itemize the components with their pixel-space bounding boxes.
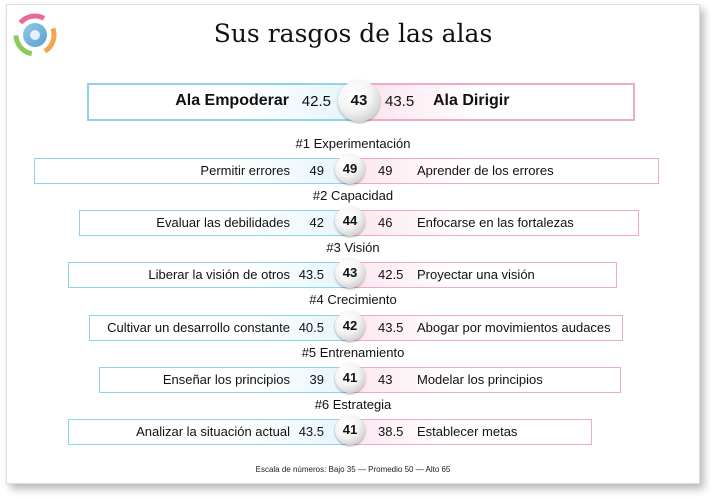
direct-wing-value: 43.5 — [385, 93, 415, 110]
overall-score-ball: 43 — [338, 80, 380, 122]
direct-bar — [350, 158, 659, 184]
trait-title: #2 Capacidad — [312, 188, 394, 203]
empower-bar — [68, 262, 350, 288]
empower-trait-value: 39 — [309, 372, 324, 387]
trait-score-ball: 42 — [335, 311, 365, 341]
direct-trait-value: 38.5 — [378, 424, 404, 439]
empower-trait-value: 43.5 — [298, 267, 324, 282]
trait-title: #3 Visión — [326, 240, 380, 255]
trait-title: #4 Crecimiento — [309, 292, 397, 307]
empower-wing-bar — [87, 83, 361, 121]
direct-wing-bar — [361, 83, 635, 121]
direct-bar — [350, 367, 621, 393]
direct-trait-label: Proyectar una visión — [417, 267, 535, 282]
direct-trait-label: Enfocarse en las fortalezas — [417, 215, 574, 230]
direct-wing-label: Ala Dirigir — [433, 92, 510, 109]
trait-row: Evaluar las debilidades 42 44 46 Enfocar… — [0, 206, 700, 236]
direct-trait-label: Establecer metas — [417, 424, 518, 439]
empower-trait-label: Evaluar las debilidades — [156, 215, 290, 230]
empower-bar — [89, 315, 350, 341]
direct-bar — [350, 315, 623, 341]
empower-trait-label: Cultivar un desarrollo constante — [107, 320, 290, 335]
trait-row: Enseñar los principios 39 41 43 Modelar … — [0, 363, 700, 393]
report-page: Sus rasgos de las alas Ala Empoderar 42.… — [6, 4, 700, 484]
trait-score-ball: 41 — [335, 363, 365, 393]
overall-wing-score: Ala Empoderar 42.5 43 43.5 Ala Dirigir — [87, 80, 635, 122]
trait-title: #5 Entrenamiento — [301, 345, 405, 360]
page-title: Sus rasgos de las alas — [213, 19, 493, 48]
empower-trait-value: 42 — [309, 215, 324, 230]
empower-trait-label: Analizar la situación actual — [136, 424, 290, 439]
direct-trait-value: 49 — [378, 163, 393, 178]
trait-row: Cultivar un desarrollo constante 40.5 42… — [0, 311, 700, 341]
direct-trait-label: Abogar por movimientos audaces — [417, 320, 611, 335]
direct-trait-value: 46 — [378, 215, 393, 230]
empower-bar — [68, 419, 350, 445]
empower-bar — [34, 158, 350, 184]
direct-bar — [350, 419, 592, 445]
empower-trait-value: 43.5 — [298, 424, 324, 439]
trait-title: #1 Experimentación — [295, 136, 411, 151]
direct-trait-label: Modelar los principios — [417, 372, 543, 387]
direct-bar — [350, 262, 617, 288]
direct-trait-value: 43.5 — [378, 320, 404, 335]
empower-trait-label: Enseñar los principios — [162, 372, 290, 387]
trait-row: Liberar la visión de otros 43.5 43 42.5 … — [0, 258, 700, 288]
trait-row: Permitir errores 49 49 49 Aprender de lo… — [0, 154, 700, 184]
scale-footnote: Escala de números: Bajo 35 — Promedio 50… — [255, 465, 451, 474]
logo-icon — [13, 13, 57, 57]
trait-score-ball: 44 — [335, 206, 365, 236]
empower-bar — [99, 367, 350, 393]
empower-trait-label: Permitir errores — [200, 163, 290, 178]
empower-trait-value: 49 — [309, 163, 324, 178]
trait-score-ball: 41 — [335, 415, 365, 445]
empower-trait-label: Liberar la visión de otros — [148, 267, 290, 282]
direct-bar — [350, 210, 639, 236]
empower-wing-value: 42.5 — [301, 93, 331, 110]
direct-trait-label: Aprender de los errores — [417, 163, 554, 178]
empower-bar — [79, 210, 350, 236]
trait-row: Analizar la situación actual 43.5 41 38.… — [0, 415, 700, 445]
direct-trait-value: 42.5 — [378, 267, 404, 282]
empower-trait-value: 40.5 — [298, 320, 324, 335]
empower-wing-label: Ala Empoderar — [175, 92, 289, 109]
trait-score-ball: 49 — [335, 154, 365, 184]
direct-trait-value: 43 — [378, 372, 393, 387]
trait-score-ball: 43 — [335, 258, 365, 288]
trait-title: #6 Estrategia — [314, 397, 392, 412]
